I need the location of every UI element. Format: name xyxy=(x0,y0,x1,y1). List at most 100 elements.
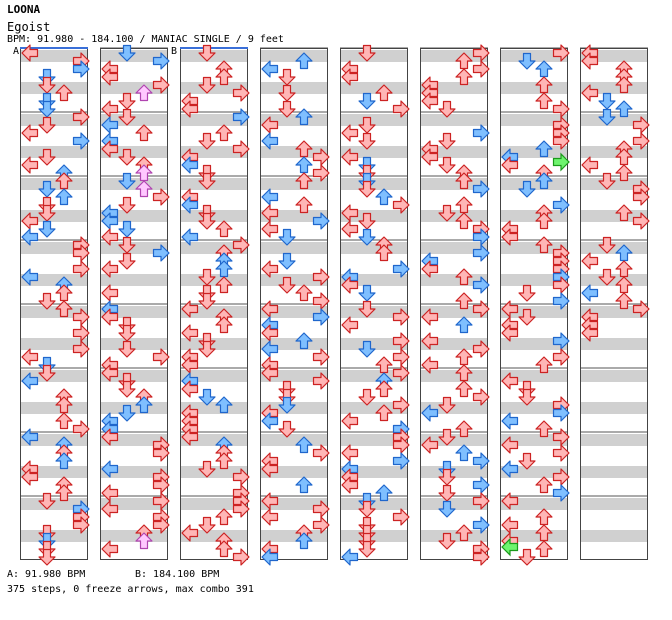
step-arrow xyxy=(392,452,410,470)
step-arrow xyxy=(152,244,170,262)
step-arrow xyxy=(581,252,599,270)
step-arrow xyxy=(295,476,313,494)
beat-stripe xyxy=(20,338,88,350)
step-arrow xyxy=(198,340,216,358)
beat-stripe xyxy=(420,210,488,222)
step-arrow xyxy=(598,268,616,286)
step-arrow xyxy=(552,196,570,214)
step-arrow xyxy=(232,236,250,254)
step-arrow xyxy=(501,372,519,390)
step-arrow xyxy=(72,132,90,150)
step-arrow xyxy=(455,444,473,462)
step-arrow xyxy=(261,324,279,342)
green-arrow xyxy=(501,537,519,557)
step-arrow xyxy=(581,324,599,342)
step-arrow xyxy=(358,388,376,406)
step-arrow xyxy=(632,188,650,206)
step-arrow xyxy=(261,364,279,382)
step-arrow xyxy=(215,396,233,414)
beat-stripe xyxy=(340,50,408,62)
step-arrow xyxy=(261,220,279,238)
step-arrow xyxy=(215,452,233,470)
step-arrow xyxy=(152,492,170,510)
step-arrow xyxy=(375,188,393,206)
step-arrow xyxy=(72,108,90,126)
beat-stripe xyxy=(260,50,328,62)
step-arrow xyxy=(181,196,199,214)
step-arrow xyxy=(552,332,570,350)
step-arrow xyxy=(615,292,633,310)
beat-stripe xyxy=(340,306,408,318)
step-arrow xyxy=(295,108,313,126)
step-arrow xyxy=(421,92,439,110)
step-arrow xyxy=(295,52,313,70)
beat-stripe xyxy=(340,498,408,510)
step-arrow xyxy=(215,68,233,86)
step-arrow xyxy=(261,508,279,526)
step-arrow xyxy=(392,100,410,118)
step-arrow xyxy=(341,148,359,166)
step-arrow xyxy=(21,228,39,246)
step-arrow xyxy=(38,148,56,166)
step-arrow xyxy=(358,300,376,318)
step-arrow xyxy=(101,540,119,558)
step-arrow xyxy=(438,132,456,150)
step-arrow xyxy=(152,348,170,366)
step-arrow xyxy=(278,68,296,86)
step-arrow xyxy=(232,500,250,518)
step-arrow xyxy=(181,524,199,542)
step-arrow xyxy=(421,260,439,278)
step-arrow xyxy=(535,172,553,190)
step-arrow xyxy=(21,468,39,486)
step-arrow xyxy=(598,92,616,110)
step-arrow xyxy=(518,52,536,70)
step-arrow xyxy=(312,348,330,366)
column-border xyxy=(100,48,168,560)
step-arrow xyxy=(72,60,90,78)
step-arrow xyxy=(501,412,519,430)
step-arrow xyxy=(152,476,170,494)
step-arrow xyxy=(261,188,279,206)
step-arrow xyxy=(101,260,119,278)
step-arrow xyxy=(472,60,490,78)
step-arrow xyxy=(101,140,119,158)
step-arrow xyxy=(392,436,410,454)
step-arrow xyxy=(261,340,279,358)
step-arrow xyxy=(552,468,570,486)
step-arrow xyxy=(278,100,296,118)
step-arrow xyxy=(72,420,90,438)
beat-stripe xyxy=(20,402,88,414)
step-arrow xyxy=(341,124,359,142)
step-arrow xyxy=(198,460,216,478)
step-arrow xyxy=(598,236,616,254)
step-arrow xyxy=(55,452,73,470)
step-arrow xyxy=(181,300,199,318)
beat-stripe xyxy=(580,146,648,158)
step-arrow xyxy=(438,156,456,174)
step-arrow xyxy=(118,380,136,398)
step-arrow xyxy=(118,44,136,62)
beat-stripe xyxy=(100,82,168,94)
step-arrow xyxy=(552,292,570,310)
step-arrow xyxy=(375,84,393,102)
step-arrow xyxy=(101,364,119,382)
bpm-marker-a: A xyxy=(13,46,20,57)
step-arrow xyxy=(152,444,170,462)
step-arrow xyxy=(72,308,90,326)
beat-stripe xyxy=(580,338,648,350)
beat-stripe xyxy=(340,82,408,94)
beat-stripe xyxy=(340,338,408,350)
beat-stripe xyxy=(500,82,568,94)
step-arrow xyxy=(598,108,616,126)
step-arrow xyxy=(358,212,376,230)
step-arrow xyxy=(472,44,490,62)
step-arrow xyxy=(72,516,90,534)
step-arrow xyxy=(295,196,313,214)
step-arrow xyxy=(472,228,490,246)
step-arrow xyxy=(101,116,119,134)
step-arrow xyxy=(438,468,456,486)
step-arrow xyxy=(38,492,56,510)
beat-stripe xyxy=(420,466,488,478)
beat-stripe xyxy=(340,370,408,382)
step-arrow xyxy=(615,164,633,182)
